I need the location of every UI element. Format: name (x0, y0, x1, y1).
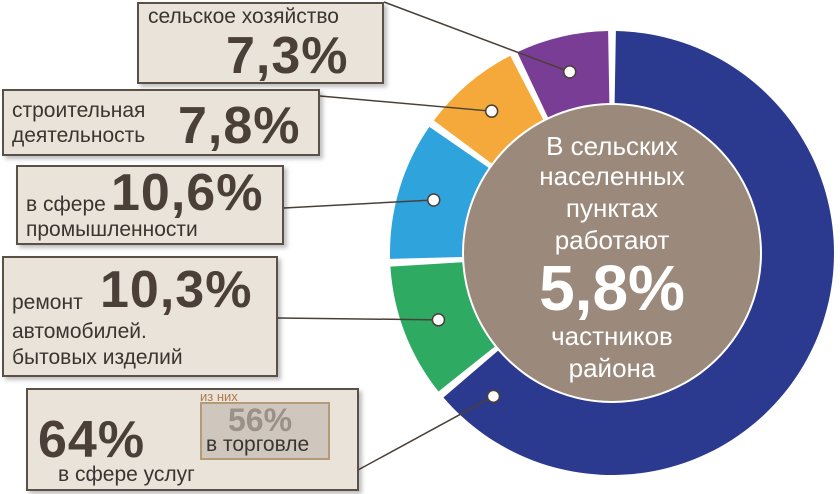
center-line-4: работают (554, 225, 670, 255)
leader-line (357, 395, 494, 471)
slice-agriculture (517, 31, 610, 118)
dot-industry (426, 193, 441, 207)
center-line-5: частников (551, 321, 673, 351)
dot-construction (484, 104, 499, 118)
sub-note-caption: из них (200, 389, 238, 404)
sub-note-value: 56% (228, 402, 293, 438)
label-industry-line1: в сфере (26, 193, 106, 216)
center-line-2: населенных (539, 161, 685, 191)
dot-agriculture (562, 65, 577, 79)
slice-services (443, 31, 834, 475)
label-repair-line1: ремонт (12, 291, 83, 314)
label-construction-line1: строительная (12, 99, 146, 122)
leader-line (319, 95, 492, 112)
center-line-1: В сельских (546, 131, 678, 161)
label-box-construction (2, 89, 320, 156)
sub-note-box (200, 402, 330, 460)
dot-repair (431, 313, 446, 327)
leader-line (277, 317, 439, 321)
value-services: 64% (38, 411, 146, 469)
label-services: в сфере услуг (58, 463, 195, 486)
label-box-repair (2, 256, 278, 377)
leader-lines (277, 1, 577, 471)
value-repair: 10,3% (100, 261, 253, 319)
center-line-3: пунктах (565, 193, 659, 223)
label-repair-line2: автомобилей. (12, 320, 147, 343)
label-box-agriculture (137, 2, 384, 84)
slice-industry (390, 126, 489, 259)
label-industry-line2: промышленности (26, 218, 198, 241)
center-line-6: района (568, 353, 656, 383)
sub-note-label: в торговле (206, 433, 310, 456)
leader-line (383, 1, 570, 73)
label-agriculture: сельское хозяйство (148, 5, 339, 28)
value-industry: 10,6% (111, 164, 264, 222)
slice-repair (390, 262, 495, 392)
center-value: 5,8% (539, 252, 685, 324)
label-construction-line2: деятельность (12, 124, 146, 147)
label-repair-line3: бытовых изделий (12, 346, 183, 369)
donut-slices (390, 31, 834, 475)
value-agriculture: 7,3% (226, 27, 349, 85)
leader-line (283, 199, 434, 209)
center-circle (464, 105, 760, 401)
label-box-industry (16, 165, 284, 245)
dot-services (486, 389, 501, 404)
value-construction: 7,8% (178, 97, 301, 155)
